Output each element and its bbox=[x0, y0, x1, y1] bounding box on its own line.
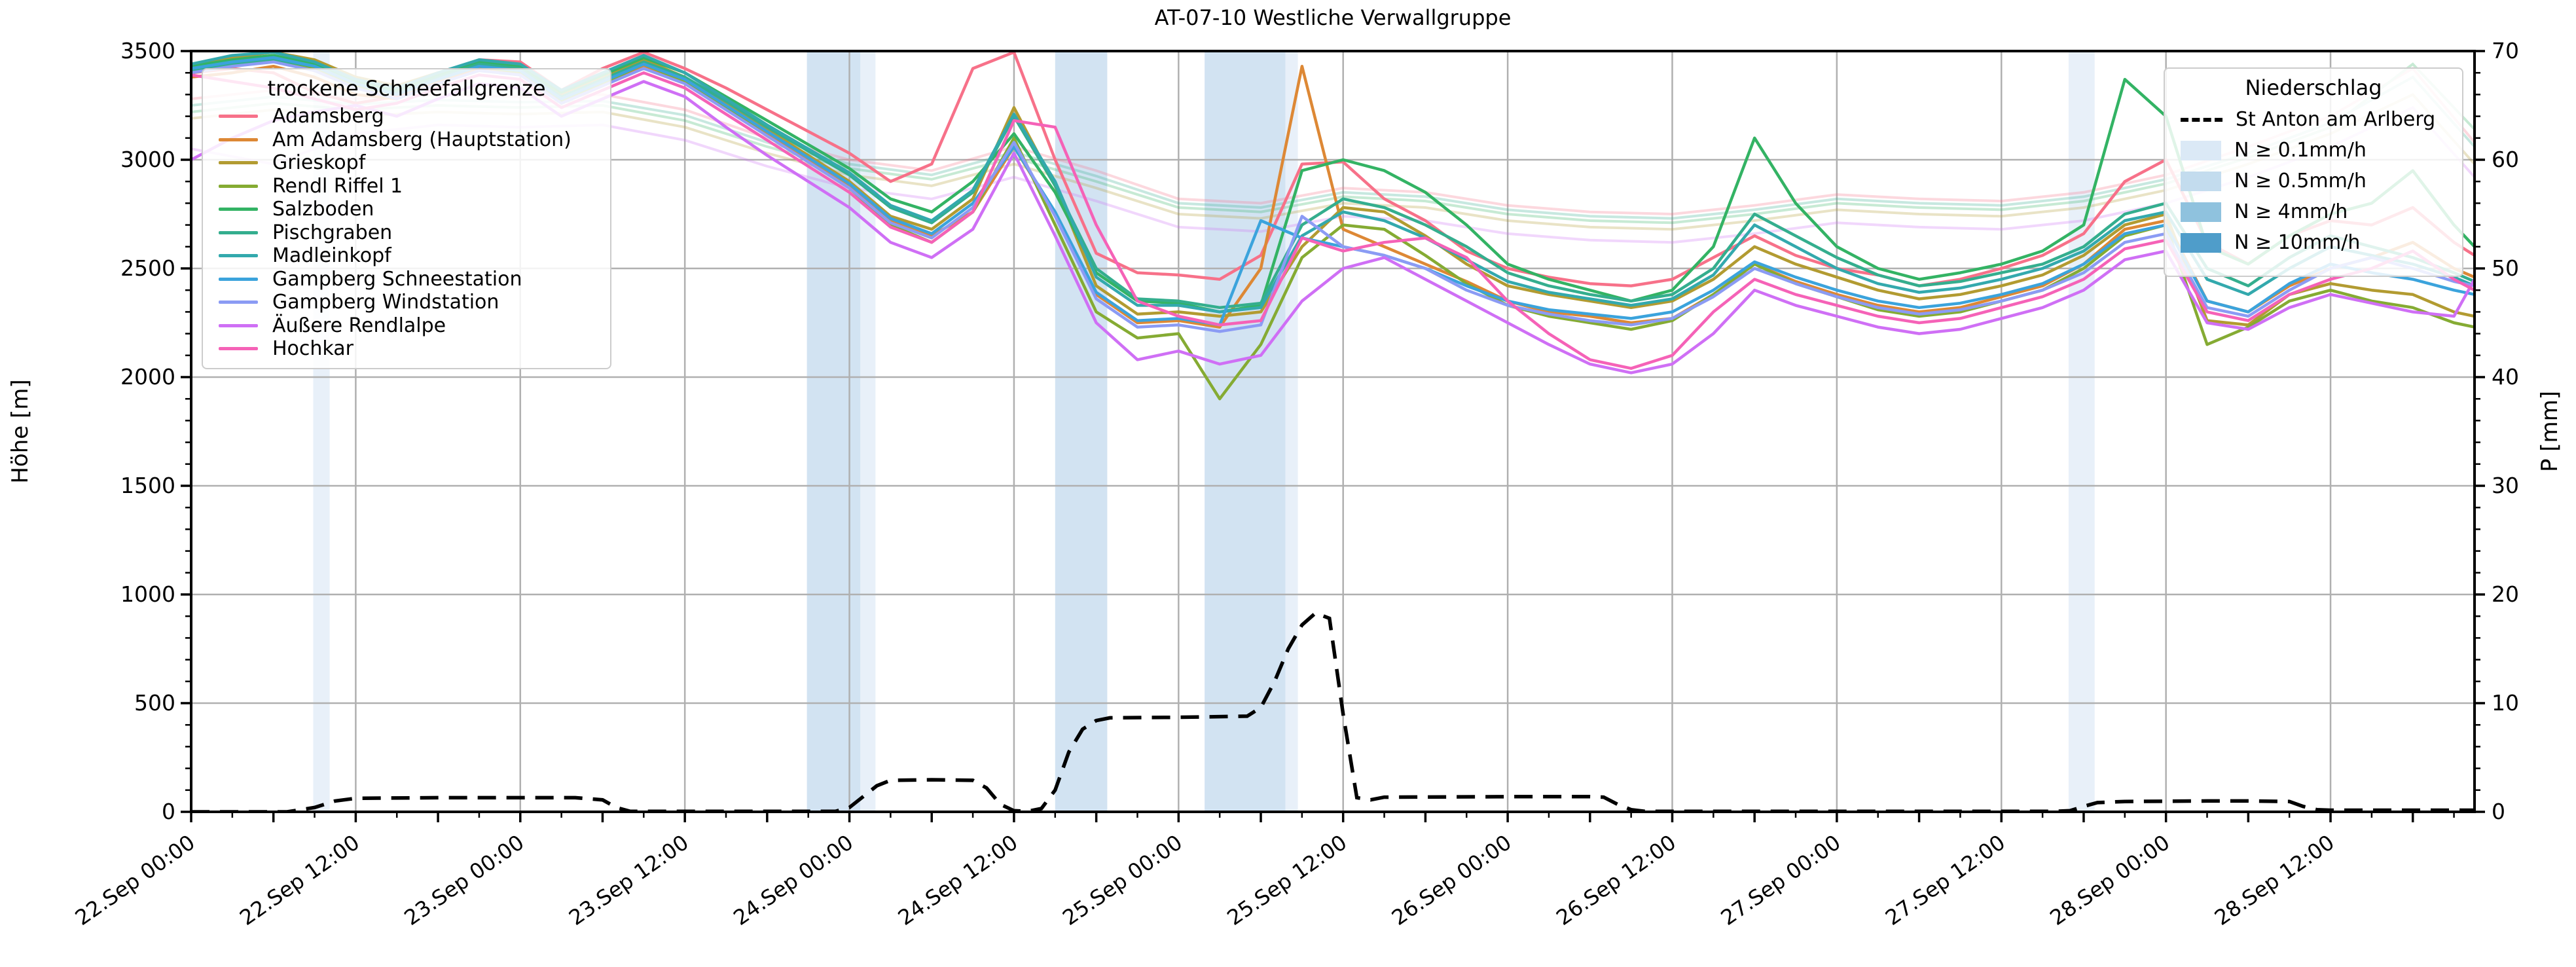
y-left-tick-label: 3000 bbox=[120, 147, 175, 172]
x-tick-label: 24.Sep 00:00 bbox=[729, 830, 858, 930]
legend-line-swatch bbox=[219, 254, 258, 258]
y-left-tick-label: 2000 bbox=[120, 364, 175, 390]
y-right-tick-label: 10 bbox=[2492, 690, 2519, 716]
legend-item--u-ere-rendlalpe: Äußere Rendlalpe bbox=[219, 314, 598, 338]
x-tick-label: 23.Sep 00:00 bbox=[400, 830, 529, 930]
legend-line-swatch bbox=[219, 208, 258, 211]
legend-item-label: Am Adamsberg (Hauptstation) bbox=[272, 128, 571, 151]
y-left-tick-label: 3500 bbox=[120, 38, 175, 64]
legend-line-swatch bbox=[219, 137, 258, 141]
legend-item-label: Gampberg Schneestation bbox=[272, 267, 522, 291]
legend-line-swatch bbox=[219, 230, 258, 234]
precip-band bbox=[1205, 51, 1286, 812]
legend-item-adamsberg: Adamsberg bbox=[219, 105, 598, 128]
legend-item-label: Pischgraben bbox=[272, 221, 393, 244]
legend-stations: trockene Schneefallgrenze Adamsberg Am Ad… bbox=[202, 68, 611, 369]
legend-item-pischgraben: Pischgraben bbox=[219, 221, 598, 245]
y-left-tick-label: 500 bbox=[134, 690, 175, 716]
precip-band bbox=[2068, 51, 2095, 812]
legend-line-swatch bbox=[219, 161, 258, 165]
y-tick-labels: 0 500 1000 1500 2000 2500 3000 3500 0 10 20 30 40 50 6… bbox=[120, 38, 2519, 824]
legend-item-am-adamsberg-hauptstation-: Am Adamsberg (Hauptstation) bbox=[219, 128, 598, 152]
legend-item-st-anton: St Anton am Arlberg bbox=[2181, 104, 2450, 135]
legend-dashed-line-swatch bbox=[2181, 117, 2222, 122]
x-tick-label: 23.Sep 12:00 bbox=[564, 830, 693, 930]
y-left-tick-label: 1500 bbox=[120, 473, 175, 498]
legend-stations-list: Adamsberg Am Adamsberg (Hauptstation) Grie… bbox=[203, 105, 610, 367]
legend-item-label: N ≥ 4mm/h bbox=[2234, 200, 2348, 223]
legend-line-swatch bbox=[219, 323, 258, 327]
legend-item-label: Salzboden bbox=[272, 198, 374, 221]
left-axis-label: Höhe [m] bbox=[7, 379, 33, 483]
y-left-tick-label: 1000 bbox=[120, 581, 175, 607]
legend-item-hochkar: Hochkar bbox=[219, 337, 598, 361]
legend-item-label: N ≥ 0.1mm/h bbox=[2234, 139, 2367, 162]
y-right-tick-label: 70 bbox=[2492, 38, 2519, 64]
legend-item-gampberg-windstation: Gampberg Windstation bbox=[219, 291, 598, 314]
x-tick-label: 27.Sep 00:00 bbox=[1716, 830, 1845, 930]
y-left-tick-label: 2500 bbox=[120, 255, 175, 281]
y-left-tick-label: 0 bbox=[162, 799, 175, 824]
right-axis-label: P [mm] bbox=[2537, 391, 2563, 472]
y-right-tick-label: 30 bbox=[2492, 473, 2519, 498]
y-right-tick-label: 50 bbox=[2492, 255, 2519, 281]
legend-item-band: N ≥ 0.1mm/h bbox=[2181, 135, 2450, 166]
legend-item-band: N ≥ 0.5mm/h bbox=[2181, 166, 2450, 196]
legend-stations-title: trockene Schneefallgrenze bbox=[267, 76, 546, 101]
x-tick-label: 26.Sep 00:00 bbox=[1387, 830, 1516, 930]
legend-item-label: N ≥ 0.5mm/h bbox=[2234, 170, 2367, 192]
x-tick-label: 22.Sep 12:00 bbox=[235, 830, 364, 930]
x-tick-label: 28.Sep 00:00 bbox=[2045, 830, 2174, 930]
legend-item-gampberg-schneestation: Gampberg Schneestation bbox=[219, 268, 598, 291]
legend-item-label: Gampberg Windstation bbox=[272, 291, 499, 314]
precip-band bbox=[1285, 51, 1298, 812]
y-right-tick-label: 60 bbox=[2492, 147, 2519, 172]
axis-ticks bbox=[181, 50, 2485, 822]
legend-item-label: Adamsberg bbox=[272, 105, 384, 128]
legend-item-label: Äußere Rendlalpe bbox=[272, 314, 446, 337]
x-tick-label: 22.Sep 00:00 bbox=[71, 830, 200, 930]
x-tick-labels: 22.Sep 00:00 22.Sep 12:00 23.Sep 00:00 23.S… bbox=[71, 830, 2339, 930]
x-tick-label: 28.Sep 12:00 bbox=[2210, 830, 2339, 930]
legend-item-label: St Anton am Arlberg bbox=[2236, 108, 2436, 131]
legend-item-label: Rendl Riffel 1 bbox=[272, 174, 403, 198]
y-right-tick-label: 40 bbox=[2492, 364, 2519, 390]
legend-item-label: N ≥ 10mm/h bbox=[2234, 231, 2361, 254]
plot-spines bbox=[190, 50, 2476, 813]
legend-item-label: Hochkar bbox=[272, 337, 354, 361]
legend-item-band: N ≥ 10mm/h bbox=[2181, 227, 2450, 258]
legend-item-madleinkopf: Madleinkopf bbox=[219, 244, 598, 268]
legend-precip-title: Niederschlag bbox=[2245, 75, 2382, 100]
legend-item-rendl-riffel-1: Rendl Riffel 1 bbox=[219, 175, 598, 198]
y-right-tick-label: 0 bbox=[2492, 799, 2505, 824]
x-tick-label: 25.Sep 12:00 bbox=[1223, 830, 1352, 930]
legend-line-swatch bbox=[219, 301, 258, 304]
chart-title: AT-07-10 Westliche Verwallgruppe bbox=[1154, 5, 1512, 30]
legend-line-swatch bbox=[219, 347, 258, 351]
legend-line-swatch bbox=[219, 184, 258, 188]
legend-line-swatch bbox=[219, 115, 258, 119]
legend-item-label: Grieskopf bbox=[272, 151, 366, 175]
legend-item-salzboden: Salzboden bbox=[219, 198, 598, 221]
legend-band-swatch bbox=[2181, 140, 2221, 160]
precip-line bbox=[191, 611, 2475, 812]
x-tick-label: 25.Sep 00:00 bbox=[1058, 830, 1187, 930]
x-tick-label: 24.Sep 12:00 bbox=[894, 830, 1023, 930]
legend-band-swatch bbox=[2181, 171, 2221, 191]
legend-item-grieskopf: Grieskopf bbox=[219, 151, 598, 175]
legend-precip: Niederschlag St Anton am Arlberg N ≥ 0.1m… bbox=[2164, 67, 2463, 277]
x-tick-label: 26.Sep 12:00 bbox=[1551, 830, 1680, 930]
legend-band-swatch bbox=[2181, 202, 2221, 222]
legend-precip-list: St Anton am Arlberg N ≥ 0.1mm/h N ≥ 0.5mm/… bbox=[2165, 104, 2462, 265]
legend-band-swatch bbox=[2181, 232, 2221, 253]
y-right-tick-label: 20 bbox=[2492, 581, 2519, 607]
precip-band bbox=[860, 51, 876, 812]
legend-line-swatch bbox=[219, 277, 258, 281]
x-tick-label: 27.Sep 12:00 bbox=[1881, 830, 2010, 930]
legend-item-label: Madleinkopf bbox=[272, 244, 391, 268]
legend-item-band: N ≥ 4mm/h bbox=[2181, 196, 2450, 227]
